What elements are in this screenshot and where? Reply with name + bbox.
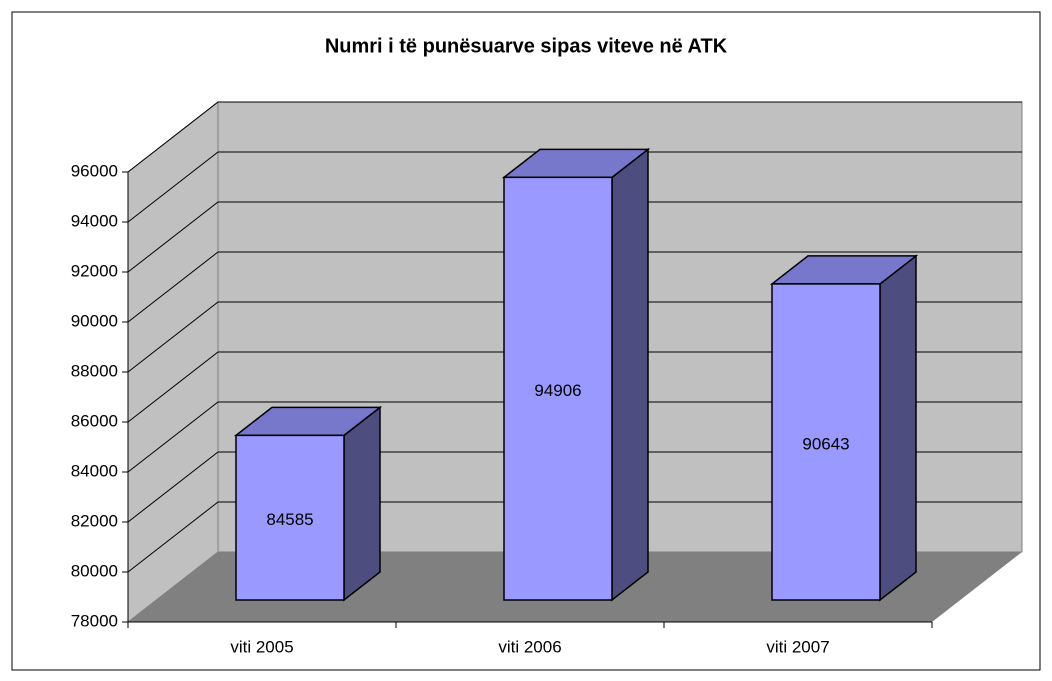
grid-line [127,151,1022,223]
bar [771,283,881,601]
grid-line [127,101,1022,173]
x-tick-label: viti 2007 [766,637,829,656]
bar [235,434,345,601]
y-tick-label: 80000 [71,561,118,580]
bar-side [879,254,917,602]
grid-line [127,351,1022,423]
y-tick-label: 92000 [71,261,118,280]
bar [503,176,613,601]
bar-side [611,147,649,602]
y-tick-label: 90000 [71,311,118,330]
chart-title: Numri i të punësuarve sipas viteve në AT… [325,35,728,57]
grid-line [127,501,1022,573]
y-tick-label: 96000 [71,161,118,180]
data-label: 94906 [534,381,581,400]
y-tick-label: 82000 [71,511,118,530]
grid-line [127,251,1022,323]
data-label: 84585 [266,510,313,529]
bar-side [343,405,381,602]
x-tick-label: viti 2006 [498,637,561,656]
y-tick-label: 84000 [71,461,118,480]
y-tick-label: 94000 [71,211,118,230]
y-tick-label: 86000 [71,411,118,430]
y-tick-label: 78000 [71,611,118,630]
data-label: 90643 [802,434,849,453]
grid-line [127,301,1022,373]
grid-line [127,401,1022,473]
y-tick-label: 88000 [71,361,118,380]
x-tick-label: viti 2005 [230,637,293,656]
grid-line [127,451,1022,523]
grid-line [127,201,1022,273]
